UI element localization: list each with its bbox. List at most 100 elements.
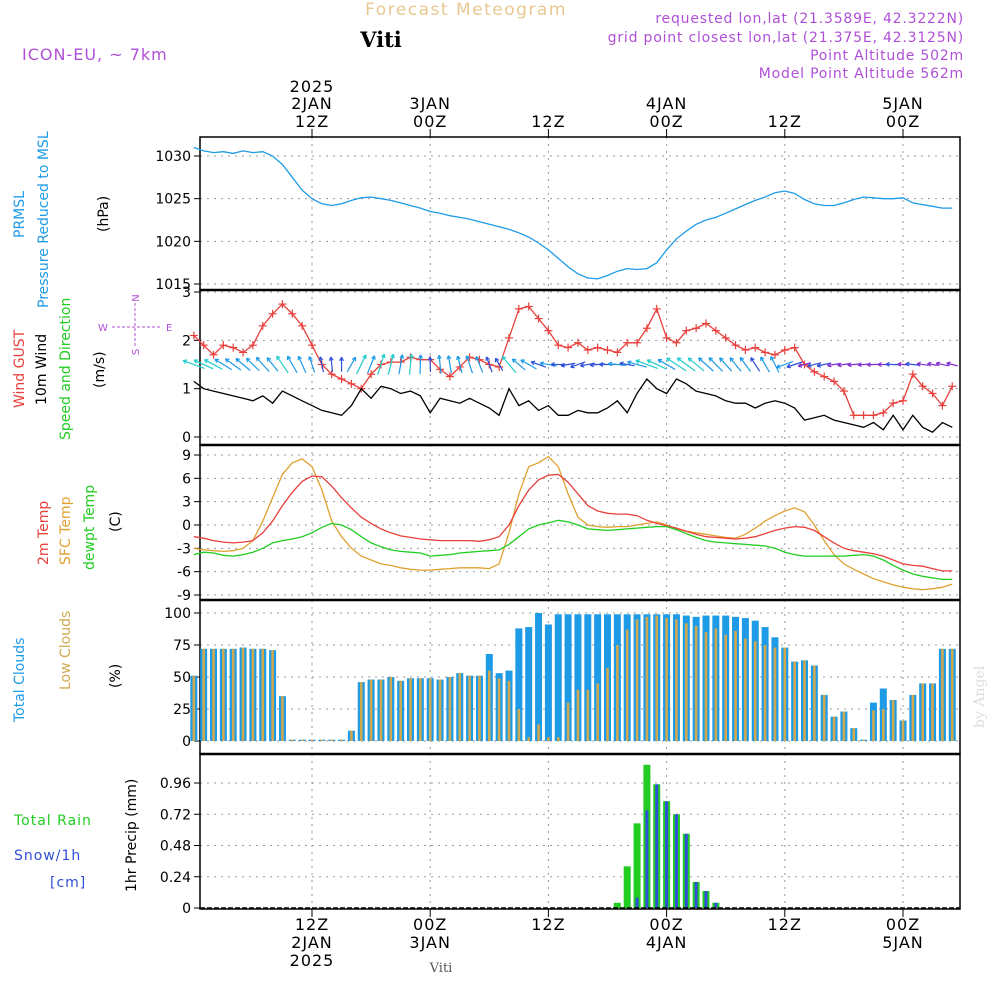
- panel-frame: [199, 753, 961, 910]
- low-cloud-bar: [438, 679, 442, 741]
- wind-arrow: [427, 356, 433, 373]
- footer-station: Viti: [429, 961, 453, 976]
- low-cloud-bar: [448, 677, 452, 741]
- low-cloud-bar: [320, 739, 324, 741]
- top-time-label: 12Z: [295, 112, 329, 131]
- gust-marker: [810, 367, 819, 376]
- wind-labels: Wind GUST 10m Wind Speed and Direction (…: [12, 294, 172, 440]
- low-cloud-bar: [813, 665, 816, 741]
- low-cloud-bar: [941, 648, 944, 741]
- gust-marker: [268, 309, 277, 318]
- low-cloud-bar: [271, 650, 274, 741]
- wind-dir-label: Speed and Direction: [58, 298, 74, 440]
- prmsl-label: PRMSL: [12, 191, 28, 238]
- gust-marker: [258, 321, 267, 330]
- wind-unit-label: (m/s): [92, 351, 108, 388]
- top-time-label: 5JAN: [882, 94, 924, 113]
- low-cloud-bar: [714, 628, 718, 741]
- low-cloud-bar: [281, 696, 284, 741]
- gust-marker: [583, 346, 592, 354]
- gust-marker: [780, 346, 789, 354]
- low-cloud-bar: [645, 616, 649, 741]
- wind-arrow: [339, 357, 344, 372]
- compass-s: S: [131, 349, 142, 355]
- plot-area: 1015 1020 1025 1030 0 1 2 3 -9 -6 -3 0 3 6 9 0 25 50 75 100…: [155, 94, 961, 970]
- model-label: ICON-EU, ~ 7km: [22, 45, 168, 64]
- wind10-line: [193, 377, 953, 433]
- panel-frame: [199, 136, 961, 291]
- gust-marker: [327, 370, 336, 379]
- gust-marker: [889, 399, 898, 408]
- low-cloud-bar: [507, 680, 511, 741]
- wind-arrow: [927, 361, 938, 367]
- wind-arrow: [286, 355, 298, 374]
- snow-bar: [635, 897, 639, 908]
- precip-labels: Total Rain Snow/1h [cm] 1hr Precip (mm): [13, 779, 140, 892]
- low-cloud-bar: [704, 632, 708, 741]
- rain-bar: [633, 823, 641, 908]
- ytick-label: 2: [182, 333, 191, 349]
- wind-arrow: [520, 359, 537, 370]
- gust-marker: [751, 343, 760, 352]
- low-cloud-bar: [685, 623, 688, 741]
- model-altitude: Model Point Altitude 562m: [759, 66, 964, 82]
- pressure-name-label: Pressure Reduced to MSL: [36, 131, 52, 308]
- gust-marker: [564, 343, 573, 352]
- low-cloud-bar: [744, 638, 747, 741]
- total-cloud-bar: [525, 627, 533, 741]
- low-cloud-bar: [931, 683, 934, 741]
- wind-arrow: [739, 356, 751, 372]
- low-cloud-bar: [694, 625, 698, 741]
- bottom-time-label: 2JAN: [291, 933, 333, 952]
- low-cloud-bar: [576, 689, 580, 741]
- gust-marker: [475, 355, 484, 364]
- low-cloud-bar: [458, 673, 462, 741]
- gust-marker: [308, 341, 316, 350]
- bottom-time-label: 00Z: [413, 915, 447, 934]
- snow-bar: [665, 801, 669, 908]
- wind-arrow: [398, 354, 405, 375]
- top-time-label: 00Z: [886, 112, 920, 131]
- low-cloud-bar: [192, 675, 196, 741]
- ytick-label: 50: [173, 670, 191, 686]
- gust-marker: [918, 382, 927, 391]
- gust-marker: [623, 338, 632, 347]
- wind-arrow: [408, 354, 414, 375]
- wind-arrow: [530, 360, 547, 368]
- low-cloud-bar: [635, 619, 639, 741]
- wind-arrow: [786, 361, 803, 369]
- wind-arrow: [328, 356, 334, 373]
- top-time-label: 00Z: [413, 112, 447, 131]
- gust-marker: [899, 396, 907, 405]
- low-cloud-bar: [566, 702, 570, 741]
- temp-labels: 2m Temp SFC Temp dewpt Temp (C): [36, 485, 124, 570]
- wind-arrow: [356, 354, 367, 375]
- wind-arrow: [203, 359, 223, 370]
- wind-arrow: [770, 355, 780, 373]
- low-cloud-bar: [753, 641, 757, 741]
- compass-e: E: [166, 323, 172, 334]
- temp-panel: -9 -6 -3 0 3 6 9: [177, 444, 961, 604]
- wind-arrow: [235, 357, 251, 371]
- low-cloud-bar: [950, 648, 954, 741]
- gust-marker: [524, 302, 533, 311]
- gust-marker: [652, 304, 661, 313]
- ytick-label: -9: [177, 588, 191, 604]
- low-cloud-bar: [891, 700, 895, 741]
- gust-marker: [839, 387, 848, 396]
- point-altitude: Point Altitude 502m: [810, 48, 964, 64]
- ytick-label: 0: [182, 734, 191, 750]
- wind-arrow: [676, 357, 696, 372]
- ytick-label: 1015: [155, 277, 191, 293]
- dew-label: dewpt Temp: [82, 485, 98, 570]
- low-cloud-label: Low Clouds: [58, 611, 74, 690]
- low-cloud-bar: [625, 629, 629, 741]
- wind-arrow: [377, 353, 386, 375]
- low-cloud-bar: [497, 678, 501, 741]
- gust-marker: [879, 408, 888, 417]
- low-cloud-bar: [606, 668, 609, 741]
- gust-marker: [189, 331, 198, 340]
- wind-arrow: [627, 360, 647, 368]
- bottom-time-label: 12Z: [768, 915, 802, 934]
